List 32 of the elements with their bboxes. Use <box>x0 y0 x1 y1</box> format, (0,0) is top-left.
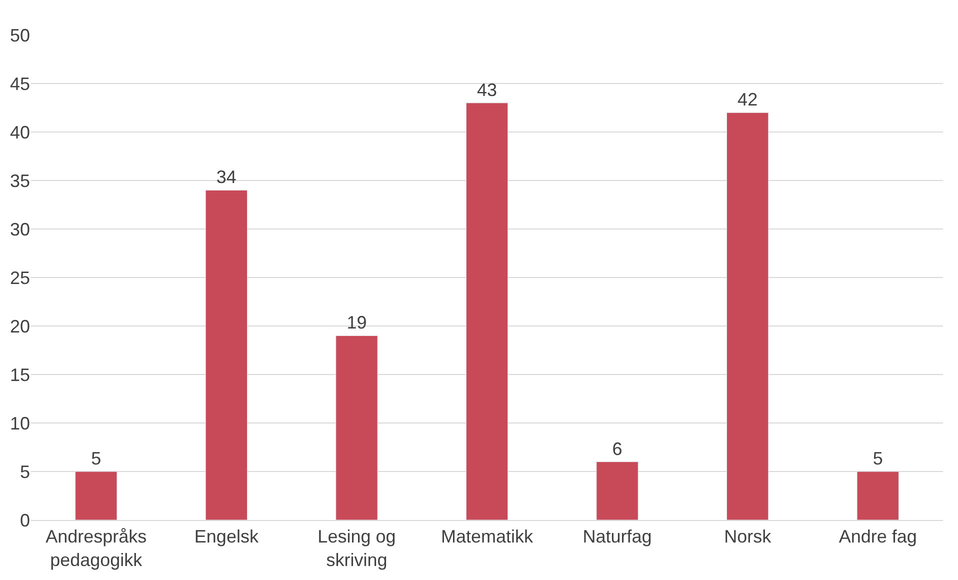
y-tick-label: 40 <box>10 122 30 142</box>
x-tick-label: Naturfag <box>582 526 652 547</box>
x-tick-label: Lesing og skriving <box>318 526 396 570</box>
x-tick-label: Norsk <box>724 526 772 547</box>
bar <box>466 102 508 520</box>
y-tick-label: 10 <box>10 413 30 434</box>
y-tick-label: 35 <box>10 170 30 191</box>
y-tick-label: 45 <box>10 74 30 94</box>
data-label: 34 <box>216 167 236 188</box>
bar <box>726 112 769 520</box>
y-tick-label: 50 <box>10 25 30 46</box>
y-tick-label: 30 <box>10 219 30 240</box>
x-tick-label: Matematikk <box>440 526 534 547</box>
y-tick-label: 25 <box>10 268 30 288</box>
bar <box>205 190 248 520</box>
x-tick-label: Andre fag <box>838 526 917 547</box>
y-tick-label: 5 <box>20 462 30 482</box>
y-tick-label: 20 <box>10 316 30 336</box>
y-tick-label: 15 <box>10 364 30 385</box>
data-label: 42 <box>738 90 758 110</box>
data-label: 5 <box>872 448 883 468</box>
data-label: 5 <box>91 448 102 468</box>
data-label: 19 <box>346 312 367 333</box>
x-tick-label: Andrespråks pedagogikk <box>46 526 147 570</box>
data-label: 6 <box>612 438 622 459</box>
y-tick-label: 0 <box>20 510 30 530</box>
data-label: 43 <box>476 80 498 100</box>
bar <box>856 471 899 520</box>
bar <box>75 471 118 520</box>
x-tick-label: Engelsk <box>194 526 260 547</box>
bar <box>596 462 638 520</box>
bar <box>336 335 378 520</box>
